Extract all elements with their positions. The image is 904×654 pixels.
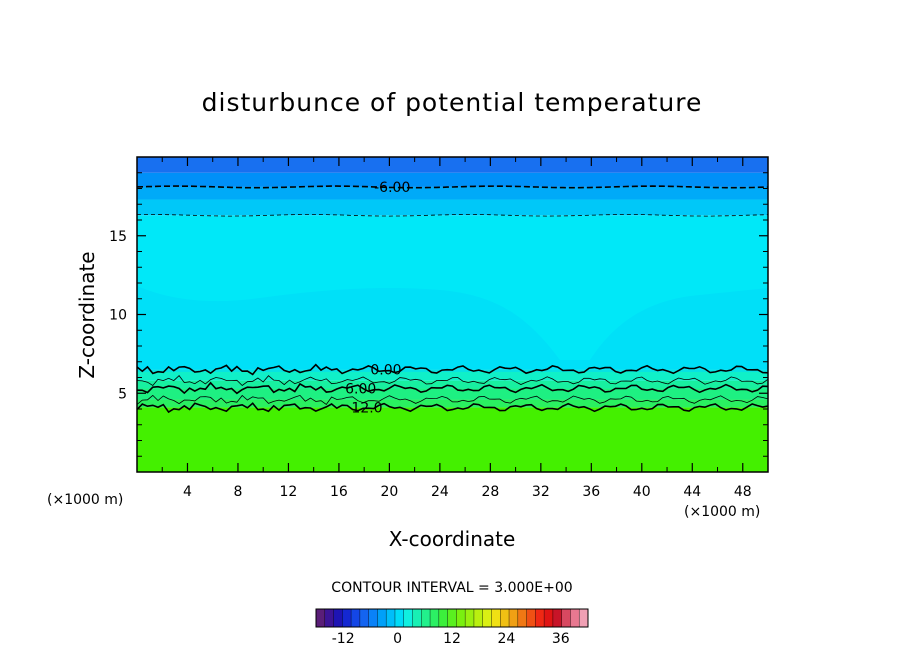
x-tick-label: 36 bbox=[582, 484, 600, 500]
y-tick-label: 15 bbox=[109, 229, 127, 245]
colorbar-swatch bbox=[552, 609, 562, 627]
colorbar-swatch bbox=[456, 609, 466, 627]
fill-band bbox=[137, 369, 768, 381]
colorbar-swatch bbox=[491, 609, 501, 627]
contour-line bbox=[137, 214, 768, 217]
colorbar-swatch bbox=[368, 609, 378, 627]
colorbar bbox=[315, 608, 589, 628]
x-unit-left: (×1000 m) bbox=[47, 492, 123, 508]
contour-label: 0.00 bbox=[370, 363, 401, 379]
colorbar-swatch bbox=[535, 609, 545, 627]
colorbar-swatch bbox=[509, 609, 519, 627]
colorbar-tick-label: 24 bbox=[497, 631, 515, 647]
colorbar-swatch bbox=[412, 609, 422, 627]
x-tick-label: 12 bbox=[280, 484, 298, 500]
colorbar-swatch bbox=[333, 609, 343, 627]
x-axis-ticks: 4 8 12 16 20 24 28 32 36 40 44 48 bbox=[161, 157, 752, 500]
colorbar-swatch bbox=[526, 609, 536, 627]
colorbar-swatch bbox=[377, 609, 387, 627]
x-tick-label: 28 bbox=[481, 484, 499, 500]
fill-band bbox=[137, 388, 768, 400]
colorbar-swatch bbox=[579, 609, 589, 627]
colorbar-swatch bbox=[359, 609, 369, 627]
y-tick-label: 5 bbox=[118, 386, 127, 402]
colorbar-swatch bbox=[394, 609, 405, 627]
colorbar-swatch bbox=[473, 609, 484, 627]
colorbar-swatch bbox=[403, 609, 413, 627]
colorbar-swatch bbox=[570, 609, 580, 627]
contour-line bbox=[137, 402, 768, 414]
x-tick-label: 44 bbox=[683, 484, 701, 500]
colorbar-swatch bbox=[324, 609, 334, 627]
colorbar-frame bbox=[315, 608, 589, 628]
colorbar-swatch bbox=[500, 609, 510, 627]
x-unit-right: (×1000 m) bbox=[684, 504, 760, 520]
upper-dome bbox=[137, 286, 768, 372]
contour-labels: -6.00 0.00 6.00 12.0 bbox=[345, 180, 410, 416]
x-axis-label: X-coordinate bbox=[389, 527, 516, 551]
x-tick-label: 24 bbox=[431, 484, 449, 500]
colorbar-swatch bbox=[438, 609, 448, 627]
colorbar-swatch bbox=[482, 609, 492, 627]
contour-label: 6.00 bbox=[345, 382, 376, 398]
x-tick-label: 48 bbox=[734, 484, 752, 500]
x-tick-label: 16 bbox=[330, 484, 348, 500]
colorbar-swatch bbox=[430, 609, 440, 627]
fill-band bbox=[137, 199, 768, 216]
x-tick-label: 40 bbox=[633, 484, 651, 500]
contour-label: 12.0 bbox=[351, 400, 382, 416]
contour-interval: CONTOUR INTERVAL = 3.000E+00 bbox=[331, 580, 572, 596]
colorbar-swatch bbox=[316, 609, 326, 627]
colorbar-swatch bbox=[386, 609, 396, 627]
y-axis-ticks: 5 10 15 bbox=[109, 172, 768, 457]
x-tick-label: 4 bbox=[183, 484, 192, 500]
colorbar-tick-label: -12 bbox=[332, 631, 355, 647]
plot-area bbox=[137, 157, 768, 472]
colorbar-swatch bbox=[342, 609, 352, 627]
chart-title: disturbunce of potential temperature bbox=[202, 88, 703, 117]
colorbar-tick-label: 0 bbox=[393, 631, 402, 647]
contour-line bbox=[137, 394, 768, 406]
contour-lines bbox=[137, 185, 768, 414]
fill-band bbox=[137, 399, 768, 408]
colorbar-tick-label: 12 bbox=[443, 631, 461, 647]
contour-label: -6.00 bbox=[374, 180, 410, 196]
contour-line bbox=[137, 381, 768, 395]
y-axis-label: Z-coordinate bbox=[75, 251, 99, 378]
colorbar-swatch bbox=[421, 609, 431, 627]
colorbar-swatch bbox=[544, 609, 554, 627]
colorbar-tick-labels: -12 0 12 24 36 bbox=[332, 631, 570, 647]
x-tick-label: 20 bbox=[380, 484, 398, 500]
x-tick-label: 8 bbox=[233, 484, 242, 500]
colorbar-swatch bbox=[517, 609, 527, 627]
contour-line bbox=[137, 375, 768, 387]
colorbar-swatch bbox=[561, 609, 571, 627]
colorbar-swatch bbox=[465, 609, 475, 627]
colorbar-swatch bbox=[351, 609, 361, 627]
colorbar-swatch bbox=[447, 609, 457, 627]
contour-line bbox=[137, 185, 768, 189]
x-tick-label: 32 bbox=[532, 484, 550, 500]
fill-band bbox=[137, 172, 768, 187]
fill-band bbox=[137, 186, 768, 200]
fill-band bbox=[137, 407, 768, 472]
colorbar-tick-label: 36 bbox=[552, 631, 570, 647]
fill-band bbox=[137, 380, 768, 389]
y-tick-label: 10 bbox=[109, 308, 127, 324]
fill-band bbox=[137, 157, 768, 173]
contour-line bbox=[137, 363, 768, 376]
